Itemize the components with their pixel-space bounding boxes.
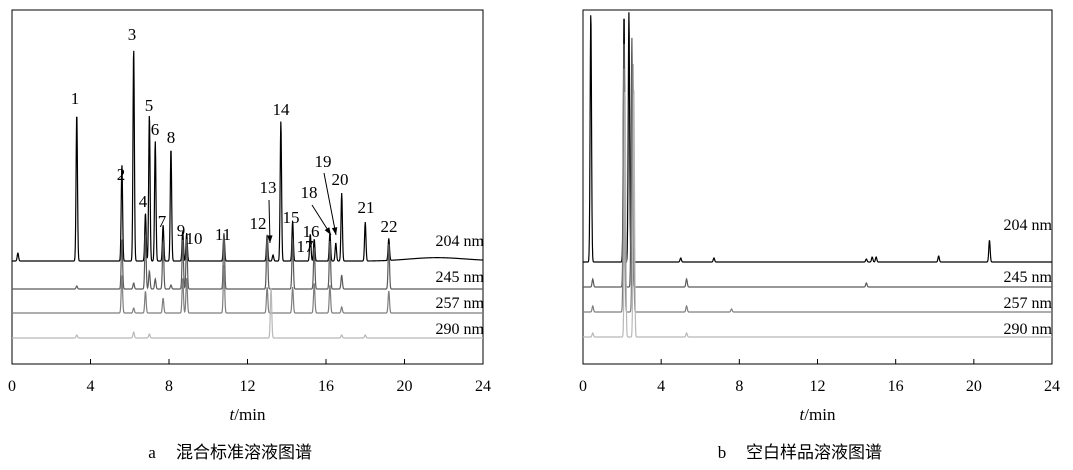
plot-frame	[582, 9, 1053, 365]
peak-label: 22	[381, 217, 398, 236]
peak-label: 4	[139, 192, 148, 211]
annotation-arrowhead	[331, 227, 338, 235]
peak-label: 2	[117, 165, 126, 184]
peak-label: 1	[71, 89, 80, 108]
panel-label: a	[148, 443, 156, 462]
trace-line	[583, 12, 1052, 264]
peak-label: 5	[145, 96, 154, 115]
trace-line	[12, 232, 483, 290]
peak-label: 3	[128, 25, 137, 44]
peak-label: 12	[250, 214, 267, 233]
x-axis-title: t/min	[800, 405, 836, 424]
peak-label: 9	[177, 221, 186, 240]
trace-line	[12, 50, 484, 262]
x-axis-title-unit: /min	[804, 405, 836, 424]
peak-label: 18	[301, 183, 318, 202]
peak-label: 8	[167, 128, 176, 147]
peak-label: 10	[186, 229, 203, 248]
trace-label: 204 nm	[1004, 217, 1053, 234]
panel-label: b	[718, 443, 727, 462]
panel-caption: 混合标准溶液图谱	[176, 443, 312, 462]
trace-label: 290 nm	[1004, 321, 1053, 338]
trace-label: 257 nm	[1004, 295, 1053, 312]
peak-label: 6	[151, 120, 160, 139]
x-tick-label: 24	[1044, 378, 1060, 395]
peak-label: 19	[315, 152, 332, 171]
trace-label: 290 nm	[436, 321, 485, 338]
x-tick-label: 8	[735, 378, 743, 395]
peak-label: 7	[158, 212, 167, 231]
annotation-arrow-line	[323, 172, 337, 236]
plot-frame	[11, 9, 484, 365]
x-tick-label: 16	[318, 378, 334, 395]
peak-label: 17	[297, 237, 315, 256]
x-tick-label: 4	[657, 378, 665, 395]
peak-label: 21	[358, 198, 375, 217]
trace-label: 257 nm	[436, 295, 485, 312]
x-axis-title-symbol: t	[230, 405, 236, 424]
x-tick-label: 12	[810, 378, 826, 395]
x-axis-title: t/min	[230, 405, 266, 424]
x-axis-title-unit: /min	[234, 405, 266, 424]
x-tick-label: 0	[579, 378, 587, 395]
annotation-arrowhead	[324, 227, 331, 235]
x-axis-title-symbol: t	[800, 405, 806, 424]
x-tick-label: 20	[966, 378, 982, 395]
x-tick-label: 12	[240, 378, 256, 395]
peak-label: 16	[303, 222, 320, 241]
panel-caption: 空白样品溶液图谱	[746, 443, 882, 462]
x-tick-label: 0	[8, 378, 16, 395]
trace-label: 245 nm	[1004, 269, 1053, 286]
x-tick-label: 4	[87, 378, 95, 395]
trace-line	[12, 264, 483, 314]
x-tick-label: 20	[397, 378, 413, 395]
x-tick-label: 8	[165, 378, 173, 395]
annotation-arrowhead	[267, 235, 273, 243]
trace-label: 245 nm	[436, 269, 485, 286]
x-tick-label: 16	[888, 378, 904, 395]
peak-label: 13	[260, 178, 277, 197]
trace-line	[583, 37, 1052, 288]
trace-line	[583, 90, 1052, 338]
x-tick-label: 24	[475, 378, 491, 395]
peak-label: 14	[273, 100, 291, 119]
trace-line	[12, 287, 483, 339]
peak-label: 20	[332, 170, 349, 189]
peak-label: 15	[283, 208, 300, 227]
peak-label: 11	[215, 225, 231, 244]
trace-line	[583, 63, 1052, 313]
trace-label: 204 nm	[436, 233, 485, 250]
